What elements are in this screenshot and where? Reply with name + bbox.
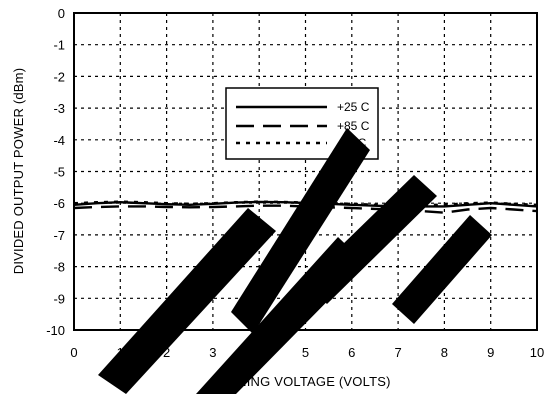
- x-tick-label: 0: [70, 345, 77, 360]
- x-tick-label: 7: [394, 345, 401, 360]
- watermark-stroke-1: [98, 208, 276, 394]
- y-tick-label: -6: [53, 196, 65, 211]
- y-tick-label: -7: [53, 228, 65, 243]
- x-tick-label: 2: [163, 345, 170, 360]
- x-tick-label: 3: [209, 345, 216, 360]
- y-tick-label: -8: [53, 260, 65, 275]
- y-axis-title: DIVIDED OUTPUT POWER (dBm): [11, 68, 26, 274]
- watermark-stroke-5: [392, 215, 492, 324]
- x-tick-label: 6: [348, 345, 355, 360]
- plot-frame: [73, 12, 538, 331]
- x-tick-label: 5: [302, 345, 309, 360]
- x-tick-label: 8: [441, 345, 448, 360]
- y-tick-labels: 0 -1 -2 -3 -4 -5 -6 -7 -8 -9 -10: [46, 6, 65, 338]
- x-axis-title: TUNING VOLTAGE (VOLTS): [219, 374, 390, 389]
- watermark-stroke-4: [304, 175, 437, 304]
- watermark: [98, 128, 492, 394]
- watermark-stroke-3: [231, 128, 370, 334]
- legend-label-1: +25 C: [337, 100, 370, 114]
- legend-label-2: +85 C: [337, 119, 370, 133]
- y-tick-label: -3: [53, 101, 65, 116]
- y-tick-label: -1: [53, 38, 65, 53]
- y-tick-label: -10: [46, 323, 65, 338]
- x-tick-label: 9: [487, 345, 494, 360]
- x-tick-label: 10: [530, 345, 544, 360]
- y-tick-label: -4: [53, 133, 65, 148]
- y-tick-label: 0: [58, 6, 65, 21]
- y-tick-label: -9: [53, 291, 65, 306]
- y-tick-label: -2: [53, 69, 65, 84]
- y-tick-label: -5: [53, 165, 65, 180]
